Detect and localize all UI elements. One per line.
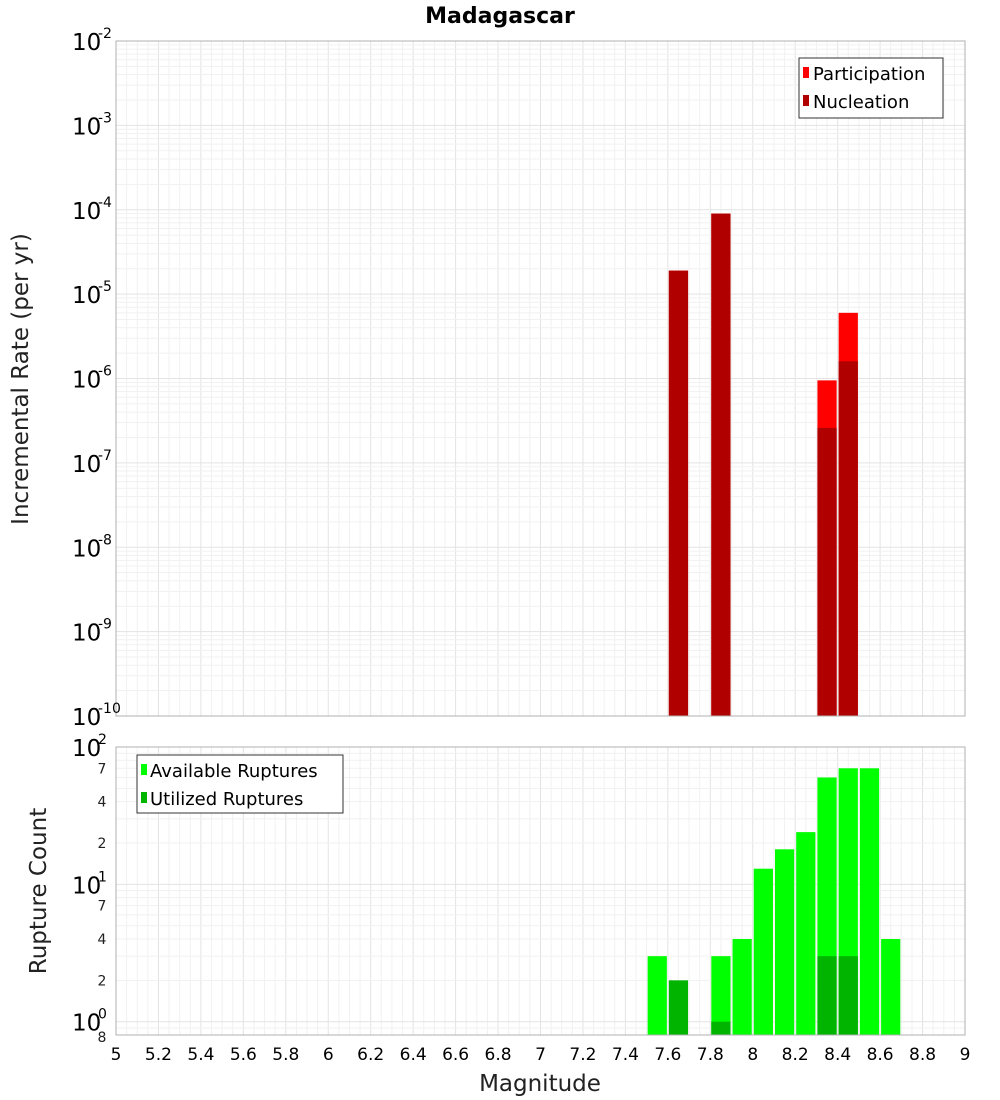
x-tick-label: 7.4 [612, 1045, 639, 1065]
y-tick-label: 10 [72, 114, 101, 140]
bar-available-ruptures [711, 956, 731, 1035]
y-tick-exponent: -6 [98, 364, 112, 380]
chart-title: Madagascar [425, 4, 575, 29]
x-tick-label: 7.6 [654, 1045, 681, 1065]
y-tick-label: 10 [72, 199, 101, 225]
y-tick-minor-label: 7 [98, 899, 107, 915]
bar-available-ruptures [796, 832, 816, 1035]
x-tick-label: 8.4 [824, 1045, 851, 1065]
y-tick-exponent: -4 [98, 195, 112, 211]
x-tick-label: 5.8 [272, 1045, 299, 1065]
rate-panel-bars [668, 213, 858, 717]
bar-utilized-ruptures [668, 980, 689, 1035]
count-panel-y-axis-title: Rupture Count [26, 808, 52, 974]
x-tick-label: 7.2 [569, 1045, 596, 1065]
y-tick-label: 10 [72, 536, 101, 562]
legend-label-utilized: Utilized Ruptures [150, 789, 303, 810]
y-tick-exponent: -10 [98, 701, 121, 717]
x-tick-label: 5.4 [187, 1045, 214, 1065]
x-axis-title: Magnitude [479, 1071, 601, 1097]
x-tick-label: 7.8 [697, 1045, 724, 1065]
y-tick-minor-label: 7 [98, 761, 107, 777]
legend-label-available: Available Ruptures [150, 761, 318, 782]
y-tick-exponent: -9 [98, 617, 112, 633]
y-tick-label: 10 [72, 30, 101, 56]
bar-nucleation [838, 361, 858, 716]
x-tick-label: 5.2 [145, 1045, 172, 1065]
rate-panel-legend: Participation Nucleation [798, 57, 944, 119]
count-panel-frame [115, 746, 966, 1036]
y-tick-minor-label: 8 [98, 1030, 107, 1046]
y-tick-label: 10 [72, 368, 101, 394]
bar-utilized-ruptures [711, 1021, 731, 1035]
y-tick-exponent: -2 [98, 26, 112, 42]
y-tick-label: 10 [72, 621, 101, 647]
bar-nucleation [817, 427, 837, 716]
count-panel-legend: Available Ruptures Utilized Ruptures [136, 754, 344, 814]
y-tick-minor-label: 2 [98, 836, 107, 852]
bar-utilized-ruptures [838, 956, 858, 1035]
rate-panel-frame [115, 40, 966, 717]
x-tick-label: 8.2 [782, 1045, 809, 1065]
bar-available-ruptures [753, 868, 773, 1035]
x-tick-label: 6 [323, 1045, 334, 1065]
rate-panel-grid [115, 40, 966, 717]
y-tick-label: 10 [72, 705, 101, 731]
y-tick-label: 10 [72, 736, 101, 762]
bar-available-ruptures [859, 768, 880, 1035]
y-tick-label: 10 [72, 873, 101, 899]
bar-nucleation [668, 270, 689, 716]
y-tick-exponent: -5 [98, 279, 112, 295]
legend-swatch-nucleation [803, 95, 809, 106]
x-tick-label: 8.8 [909, 1045, 936, 1065]
bar-nucleation [711, 213, 731, 717]
y-tick-exponent: -7 [98, 448, 112, 464]
y-tick-minor-label: 2 [98, 973, 107, 989]
x-tick-label: 8.6 [867, 1045, 894, 1065]
x-tick-label: 5 [111, 1045, 122, 1065]
y-tick-exponent: 2 [98, 732, 107, 748]
y-tick-minor-label: 4 [98, 795, 107, 811]
legend-label-participation: Participation [813, 64, 925, 85]
count-panel-bars [647, 768, 901, 1035]
x-tick-label: 6.4 [400, 1045, 427, 1065]
y-tick-exponent: 1 [98, 869, 107, 885]
bar-available-ruptures [881, 939, 901, 1035]
x-tick-label: 6.2 [357, 1045, 384, 1065]
x-tick-label: 9 [960, 1045, 971, 1065]
legend-box-counts [136, 754, 344, 814]
x-tick-label: 5.6 [230, 1045, 257, 1065]
bar-utilized-ruptures [817, 956, 837, 1035]
legend-swatch-available [141, 764, 147, 775]
y-tick-exponent: 0 [98, 1007, 107, 1023]
count-panel-x-ticks: 5 5.2 5.4 5.6 5.8 6 6.2 6.4 6.6 6.8 7 7.2 7.4 7.6 7.8 8… [111, 1045, 971, 1065]
y-tick-label: 10 [72, 283, 101, 309]
x-tick-label: 7 [535, 1045, 546, 1065]
x-tick-label: 6.8 [485, 1045, 512, 1065]
x-tick-label: 8 [747, 1045, 758, 1065]
bar-available-ruptures [774, 849, 795, 1035]
rate-panel-y-axis-title: Incremental Rate (per yr) [8, 233, 34, 525]
legend-box [798, 57, 944, 119]
y-tick-minor-label: 4 [98, 932, 107, 948]
y-tick-exponent: -3 [98, 110, 112, 126]
legend-swatch-participation [803, 67, 809, 78]
y-tick-exponent: -8 [98, 532, 112, 548]
y-tick-label: 10 [72, 1011, 101, 1037]
bar-available-ruptures [647, 956, 667, 1035]
legend-label-nucleation: Nucleation [813, 92, 909, 113]
x-tick-label: 6.6 [442, 1045, 469, 1065]
bar-available-ruptures [732, 939, 752, 1035]
y-tick-label: 10 [72, 452, 101, 478]
legend-swatch-utilized [141, 792, 147, 803]
